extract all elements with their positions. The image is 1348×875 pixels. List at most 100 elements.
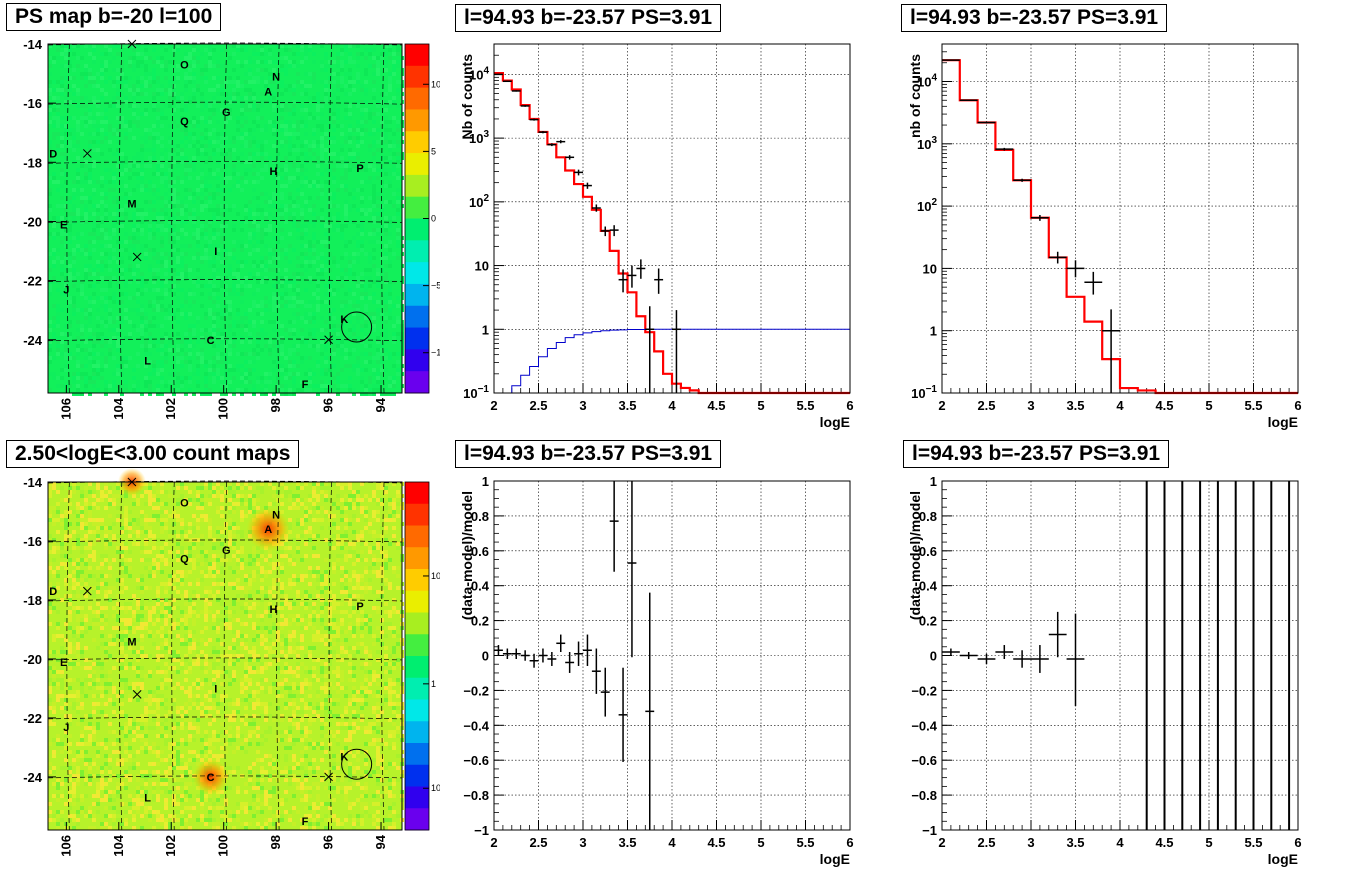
map-x-tick-label: 96 [321,835,336,849]
x-tick-label: 2.5 [977,835,995,850]
x-axis-label: logE [820,851,850,867]
source-label: N [272,509,280,521]
colorbar-tick-label: 1 [431,679,436,689]
source-label: M [127,636,136,648]
residual-left-plot: 2 2.5 3 3.5 4 4.5 5 5.5 6 1 0.8 0.6 0.4 0.2 0 −0.2 −0.4 −… [459,474,854,867]
source-label: Q [180,554,189,566]
y-tick-label: 0.6 [471,544,489,559]
source-label: I [214,246,217,258]
plot-frame [941,43,1299,394]
x-tick-label: 3 [579,835,586,850]
map-x-tick-label: 102 [163,398,178,420]
x-tick-label: 2.5 [529,835,547,850]
source-label: H [270,604,278,616]
colorbar-segment [405,109,429,132]
x-tick-label: 3.5 [1066,398,1084,413]
source-label: H [270,166,278,178]
count-map-plot: O NA G Q D H P M E I J K C L F 106 104 102 100 98 96 94 -14 -16… [23,468,440,857]
colorbar-segment [405,634,429,657]
selected-source-circle [341,748,373,780]
source-label: J [63,284,69,296]
colorbar-segment [405,590,429,613]
colorbar-segment [405,87,429,110]
y-tick-label: −0.6 [911,753,937,768]
colorbar-segment [405,218,429,241]
x-tick-label: 4 [668,835,676,850]
residual-right-panel: 2 2.5 3 3.5 4 4.5 5 5.5 6 1 0.8 0.6 0.4 0.2 0 −0.2 −0.4 −… [893,437,1333,875]
spectrum-left-panel: 2 2.5 3 3.5 4 4.5 5 5.5 6 104 103 102 10 1 10−1 logE Nb … [445,0,885,430]
source-cross-marker [82,149,92,158]
map-y-tick-label: -16 [23,534,42,549]
colorbar-segment [405,612,429,635]
residual-left-title: l=94.93 b=-23.57 PS=3.91 [455,440,722,468]
y-tick-label: 0.4 [471,579,490,594]
map-y-tick-label: -18 [23,155,42,170]
map-x-tick-label: 106 [58,835,73,857]
y-tick-label: −1 [922,823,937,838]
x-tick-label: 3.5 [618,398,636,413]
y-tick-label: 10 [475,259,489,274]
colorbar-segment [405,525,429,548]
x-tick-label: 6 [1294,398,1301,413]
map-x-tick-label: 104 [111,397,126,419]
y-tick-label: −0.8 [463,788,489,803]
y-tick-label: 1 [482,322,489,337]
y-tick-label: 102 [917,197,937,214]
source-label: J [63,722,69,734]
x-tick-label: 5.5 [1244,398,1262,413]
source-label: C [207,772,215,784]
source-label: C [207,335,215,347]
map-grid-parallel [47,775,403,779]
source-label: P [356,601,363,613]
source-label: K [340,751,348,763]
spectrum-right-title: l=94.93 b=-23.57 PS=3.91 [901,4,1168,32]
map-y-tick-label: -22 [23,274,42,289]
plot-border [941,43,1299,394]
x-tick-label: 4.5 [1155,398,1173,413]
bright-source-blob [192,758,229,795]
x-tick-label: 2 [490,398,497,413]
colorbar-segment [405,721,429,744]
x-tick-label: 5.5 [796,398,814,413]
plot-border [493,43,851,394]
x-tick-label: 3.5 [1066,835,1084,850]
y-tick-label: 104 [469,65,489,82]
y-axis-label: (data-model)/model [907,491,923,620]
map-y-tick-label: -14 [23,37,43,52]
y-axis-label: Nb of counts [459,54,475,140]
map-x-tick-label: 96 [321,398,336,412]
y-tick-label: 10 [923,261,937,276]
ps-map-panel: O N A G Q D H P M E I J K C L F 106 104 102 100 98 96 94 -14 -16… [0,0,440,430]
map-x-tick-label: 94 [373,397,388,412]
map-grid-parallel [47,716,403,720]
plot-frame [493,43,851,394]
x-tick-label: 5 [1205,835,1212,850]
map-y-tick-label: -20 [23,652,42,667]
colorbar-tick-label: 0 [431,214,436,224]
colorbar-tick-label: −10 [431,348,440,358]
colorbar-segment [405,262,429,285]
map-frame [47,43,403,394]
x-tick-label: 3 [1027,835,1034,850]
spectrum-right-plot: 2 2.5 3 3.5 4 4.5 5 5.5 610410310210110−1logEnb … [907,43,1302,430]
source-label: F [302,816,309,828]
map-x-tick-label: 98 [268,398,283,412]
colorbar-segment [405,656,429,679]
y-tick-label: −0.4 [463,718,489,733]
map-x-tick-label: 106 [58,398,73,420]
source-label: Q [180,116,189,128]
spectrum-left-title: l=94.93 b=-23.57 PS=3.91 [455,4,722,32]
y-tick-label: 0.2 [919,614,937,629]
source-label: N [272,72,280,84]
source-label: M [127,199,136,211]
series-step-line [494,71,850,395]
map-grid-parallel [47,598,403,602]
x-tick-label: 6 [1294,835,1301,850]
colorbar-tick-label: 5 [431,146,436,156]
count-map-title: 2.50<logE<3.00 count maps [6,440,300,468]
source-label: L [144,355,151,367]
x-axis-label: logE [1268,851,1298,867]
y-tick-label: 1 [482,474,489,489]
colorbar-segment [405,786,429,809]
